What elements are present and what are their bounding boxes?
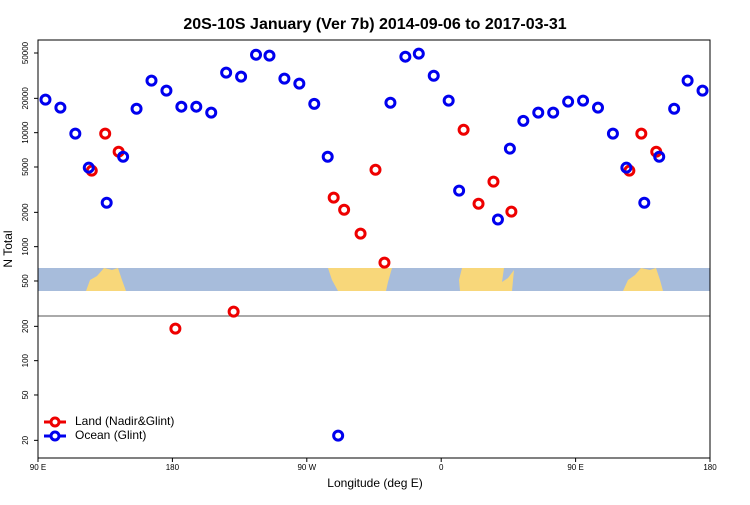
y-tick-label: 10000	[21, 121, 30, 144]
point	[54, 101, 67, 114]
point	[547, 106, 560, 119]
point	[638, 196, 651, 209]
point	[532, 106, 545, 119]
x-tick-label: 90 E	[30, 463, 46, 472]
y-tick-label: 20	[21, 435, 30, 444]
point	[39, 93, 52, 106]
point	[491, 213, 504, 226]
point	[620, 161, 633, 174]
point	[338, 203, 351, 216]
point	[668, 102, 681, 115]
point	[653, 150, 666, 163]
y-axis-label: N Total	[1, 230, 15, 267]
point	[378, 256, 391, 269]
point	[399, 50, 412, 63]
x-axis-label: Longitude (deg E)	[327, 476, 422, 490]
point	[503, 142, 516, 155]
point	[321, 150, 334, 163]
point	[205, 106, 218, 119]
y-tick-label: 5000	[21, 158, 30, 176]
y-tick-label: 50000	[21, 41, 30, 64]
point	[263, 49, 276, 62]
point	[190, 100, 203, 113]
point	[227, 305, 240, 318]
point	[327, 191, 340, 204]
legend-label: Ocean (Glint)	[75, 428, 146, 442]
land-shape	[623, 268, 663, 291]
point	[412, 47, 425, 60]
point	[369, 163, 382, 176]
point	[577, 94, 590, 107]
point	[130, 102, 143, 115]
point	[681, 74, 694, 87]
y-tick-label: 500	[21, 274, 30, 288]
legend-marker	[49, 416, 61, 428]
point	[505, 205, 518, 218]
y-tick-label: 200	[21, 319, 30, 333]
legend: Land (Nadir&Glint)Ocean (Glint)	[44, 414, 174, 442]
point	[453, 184, 466, 197]
y-tick-label: 50	[21, 390, 30, 399]
point	[145, 74, 158, 87]
point	[293, 77, 306, 90]
land-shape	[86, 268, 126, 291]
point	[606, 127, 619, 140]
point	[635, 127, 648, 140]
point	[82, 161, 95, 174]
point	[278, 72, 291, 85]
point	[117, 150, 130, 163]
point	[220, 66, 233, 79]
land-shape	[328, 268, 392, 291]
point	[696, 84, 709, 97]
point	[69, 127, 82, 140]
point	[99, 127, 112, 140]
point	[169, 322, 182, 335]
point	[332, 429, 345, 442]
point	[487, 175, 500, 188]
y-tick-label: 100	[21, 353, 30, 367]
point	[442, 94, 455, 107]
x-tick-label: 0	[439, 463, 444, 472]
point	[235, 70, 248, 83]
point	[472, 197, 485, 210]
point	[354, 227, 367, 240]
x-tick-label: 90 W	[297, 463, 316, 472]
x-tick-label: 90 E	[567, 463, 583, 472]
point	[250, 48, 263, 61]
chart-title: 20S-10S January (Ver 7b) 2014-09-06 to 2…	[183, 16, 566, 33]
y-tick-label: 2000	[21, 203, 30, 221]
point	[308, 97, 321, 110]
legend-label: Land (Nadir&Glint)	[75, 414, 174, 428]
point	[427, 69, 440, 82]
x-tick-label: 180	[703, 463, 717, 472]
plot-frame	[37, 39, 711, 459]
legend-marker	[49, 430, 61, 442]
x-tick-label: 180	[166, 463, 180, 472]
point	[384, 96, 397, 109]
point	[592, 101, 604, 114]
point	[175, 100, 188, 113]
land-mask	[38, 268, 710, 291]
y-tick-label: 20000	[21, 87, 30, 110]
point	[517, 114, 530, 127]
point	[160, 84, 173, 97]
land-shape	[459, 268, 514, 291]
point	[562, 95, 575, 108]
point	[457, 123, 470, 136]
y-tick-label: 1000	[21, 237, 30, 255]
point	[100, 196, 113, 209]
